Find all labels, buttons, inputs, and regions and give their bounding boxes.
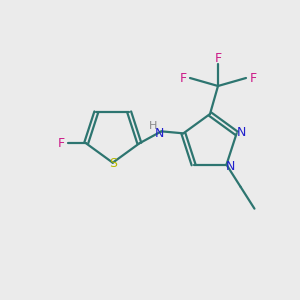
Text: H: H xyxy=(149,121,158,131)
Text: F: F xyxy=(58,137,65,150)
Text: F: F xyxy=(179,71,187,85)
Text: S: S xyxy=(109,157,117,170)
Text: F: F xyxy=(249,71,256,85)
Text: N: N xyxy=(155,127,164,140)
Text: F: F xyxy=(214,52,222,65)
Text: N: N xyxy=(237,126,246,139)
Text: N: N xyxy=(226,160,235,173)
